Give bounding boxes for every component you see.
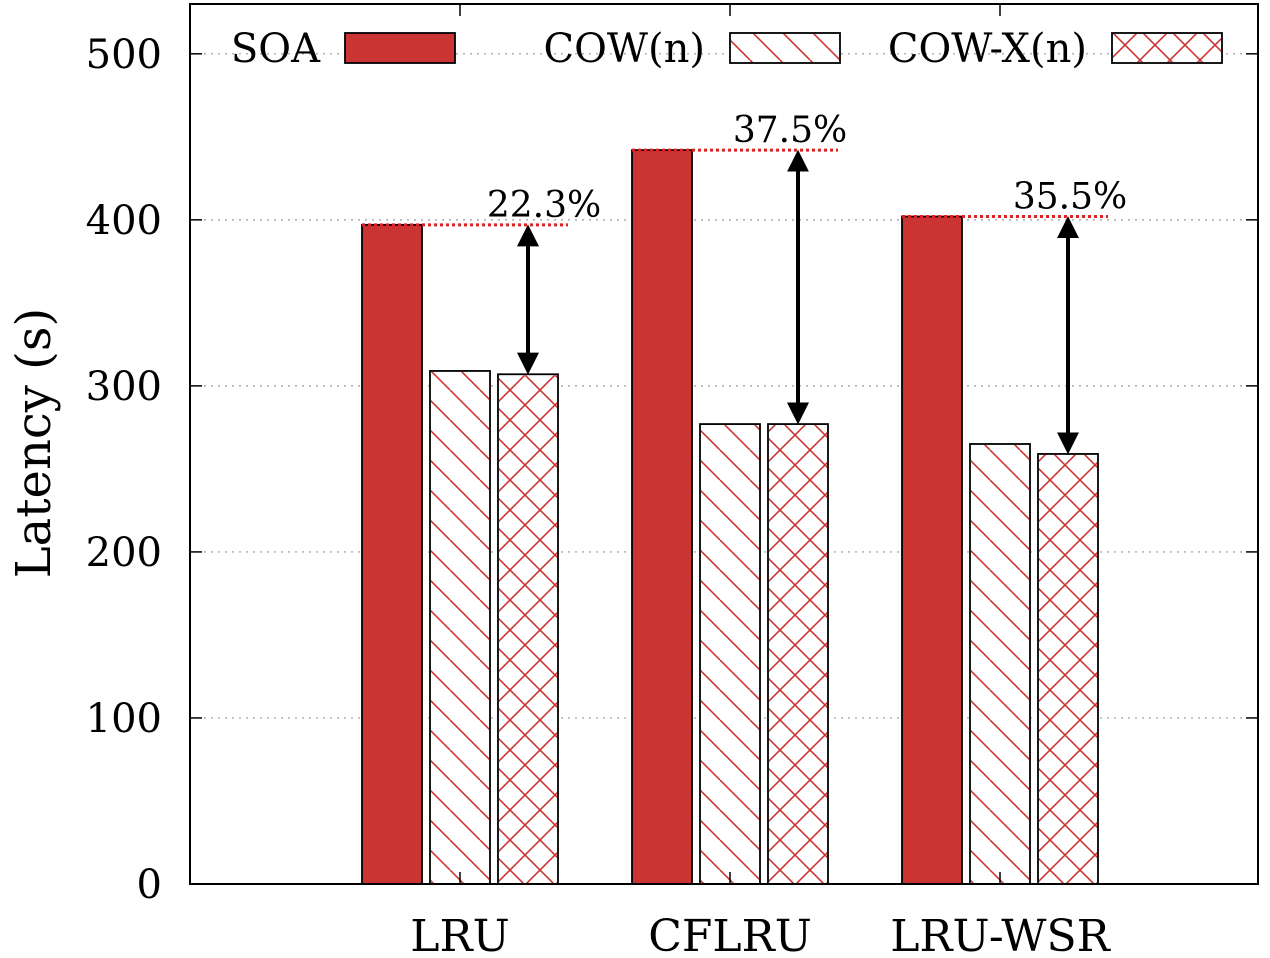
- y-tick-label: 400: [86, 198, 162, 244]
- annotation-label: 37.5%: [733, 110, 847, 151]
- bar-pattern: [769, 425, 827, 883]
- y-axis-label: Latency (s): [6, 308, 62, 578]
- y-tick-label: 200: [86, 530, 162, 576]
- bars: [361, 149, 1099, 885]
- y-tick-label: 0: [137, 862, 162, 908]
- bar-pattern: [701, 425, 759, 883]
- y-tick-label: 100: [86, 696, 162, 742]
- x-tick-label: LRU-WSR: [890, 911, 1111, 954]
- bar: [901, 215, 963, 885]
- annotation-label: 35.5%: [1013, 177, 1127, 218]
- bar-pattern: [499, 375, 557, 883]
- legend-swatch: [344, 32, 456, 64]
- legend-label: SOA: [231, 26, 321, 72]
- plot-frame: [189, 3, 1259, 885]
- bar: [361, 223, 423, 885]
- x-tick-label: CFLRU: [648, 911, 812, 954]
- legend: SOA COW(n) COW-X(n): [231, 26, 1223, 72]
- bar: [631, 149, 693, 885]
- legend-label: COW-X(n): [888, 26, 1087, 72]
- axes: 0 100 200 300 400 500 LRU CFLRU LRU-WSR: [86, 3, 1259, 958]
- y-tick-label: 500: [86, 32, 162, 78]
- legend-label: COW(n): [544, 26, 705, 72]
- annotations: 22.3% 37.5% 35.5%: [362, 110, 1127, 455]
- annotation-label: 22.3%: [487, 185, 601, 226]
- bar-pattern: [971, 445, 1029, 883]
- x-tick-label: LRU: [410, 911, 509, 954]
- bar-pattern: [431, 371, 489, 883]
- bar-pattern: [1039, 454, 1097, 883]
- legend-swatch-pattern: [1113, 34, 1221, 62]
- legend-swatch-pattern: [731, 34, 839, 62]
- y-tick-label: 300: [86, 364, 162, 410]
